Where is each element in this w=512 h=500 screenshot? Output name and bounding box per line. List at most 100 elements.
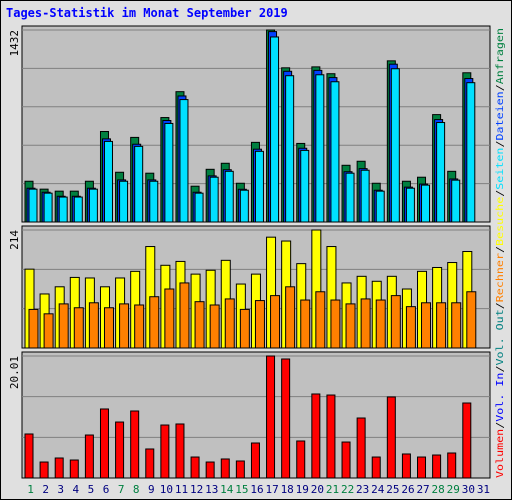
x-tick-label: 6 <box>103 483 110 496</box>
bar <box>447 452 457 479</box>
x-tick-label: 27 <box>416 483 429 496</box>
bar <box>220 458 230 479</box>
legend-separator: / <box>495 84 506 91</box>
bar <box>69 459 79 479</box>
bar <box>300 299 311 349</box>
bar <box>345 172 355 223</box>
bar <box>375 190 385 223</box>
bar <box>345 303 356 349</box>
bar <box>315 74 325 223</box>
legend: Volumen/Vol. In/Vol. Out/Rechner/Besuche… <box>495 28 506 478</box>
x-tick-label: 13 <box>205 483 218 496</box>
bar <box>84 434 94 479</box>
bar <box>103 140 113 223</box>
x-tick-label: 11 <box>175 483 188 496</box>
legend-separator: / <box>495 365 506 372</box>
bar <box>175 423 185 479</box>
bar <box>371 456 381 479</box>
x-tick-label: 3 <box>57 483 64 496</box>
y-tick-label: 214 <box>8 230 21 250</box>
bar <box>386 396 396 479</box>
bar <box>54 457 64 479</box>
x-tick-label: 18 <box>281 483 294 496</box>
bar <box>285 75 295 223</box>
legend-entry: Dateien <box>495 91 506 140</box>
bar <box>341 441 351 479</box>
x-tick-label: 20 <box>311 483 324 496</box>
bar <box>390 68 400 223</box>
bar <box>190 456 200 479</box>
bar <box>311 393 321 479</box>
legend-entry: Rechner <box>495 253 506 302</box>
bar <box>360 298 371 349</box>
bar <box>28 308 39 349</box>
legend-separator: / <box>495 302 506 309</box>
bar <box>356 417 366 479</box>
x-tick-label: 21 <box>326 483 339 496</box>
bar <box>115 421 125 479</box>
bar <box>270 295 281 349</box>
bar <box>194 192 204 223</box>
x-tick-label: 8 <box>133 483 140 496</box>
x-tick-label: 12 <box>190 483 203 496</box>
bar <box>330 81 340 223</box>
bar <box>130 410 140 479</box>
bar <box>254 300 265 349</box>
legend-entry: Anfragen <box>495 28 506 84</box>
bar <box>194 301 205 349</box>
bar <box>270 36 280 223</box>
x-tick-label: 25 <box>386 483 399 496</box>
bar <box>250 442 260 479</box>
bar <box>209 304 220 349</box>
x-tick-label: 24 <box>371 483 385 496</box>
bar <box>405 187 415 223</box>
bar <box>58 196 68 223</box>
bar <box>296 440 306 479</box>
x-tick-label: 5 <box>88 483 95 496</box>
chart-title: Tages-Statistik im Monat September 2019 <box>6 6 288 20</box>
legend-separator: / <box>495 422 506 429</box>
x-tick-label: 23 <box>356 483 369 496</box>
bar <box>451 302 462 349</box>
bar <box>285 286 296 349</box>
bar <box>254 150 264 223</box>
x-tick-label: 4 <box>73 483 80 496</box>
legend-separator: / <box>495 140 506 147</box>
bar <box>421 302 432 349</box>
legend-entry: Besuche <box>495 197 506 246</box>
bar <box>466 291 477 349</box>
bar <box>24 433 34 479</box>
x-tick-label: 31 <box>477 483 490 496</box>
x-tick-label: 19 <box>296 483 309 496</box>
legend-entry: Vol. In <box>495 373 506 422</box>
bar <box>281 358 291 479</box>
bar <box>417 456 427 479</box>
x-tick-label: 15 <box>235 483 248 496</box>
legend-separator: / <box>495 246 506 253</box>
y-tick-label: 20.01 <box>8 356 21 389</box>
bar <box>149 180 159 223</box>
legend-entry: Seiten <box>495 148 506 190</box>
x-tick-label: 29 <box>447 483 460 496</box>
bar <box>179 99 189 223</box>
bar <box>160 424 170 479</box>
bar <box>451 179 461 223</box>
y-tick-label: 1432 <box>8 30 21 57</box>
bar <box>103 307 114 349</box>
bar <box>466 82 476 223</box>
bar <box>88 188 98 223</box>
legend-entry: Vol. Out <box>495 309 506 365</box>
bar <box>28 188 38 223</box>
legend-entry: Volumen <box>495 429 506 478</box>
bar <box>205 461 215 479</box>
bar <box>134 304 145 349</box>
bar <box>43 192 53 223</box>
bar <box>432 454 442 479</box>
bar <box>73 196 83 223</box>
bar <box>326 394 336 479</box>
bar <box>164 288 175 349</box>
bar <box>266 355 276 479</box>
x-tick-label: 28 <box>432 483 445 496</box>
bar <box>119 303 130 349</box>
